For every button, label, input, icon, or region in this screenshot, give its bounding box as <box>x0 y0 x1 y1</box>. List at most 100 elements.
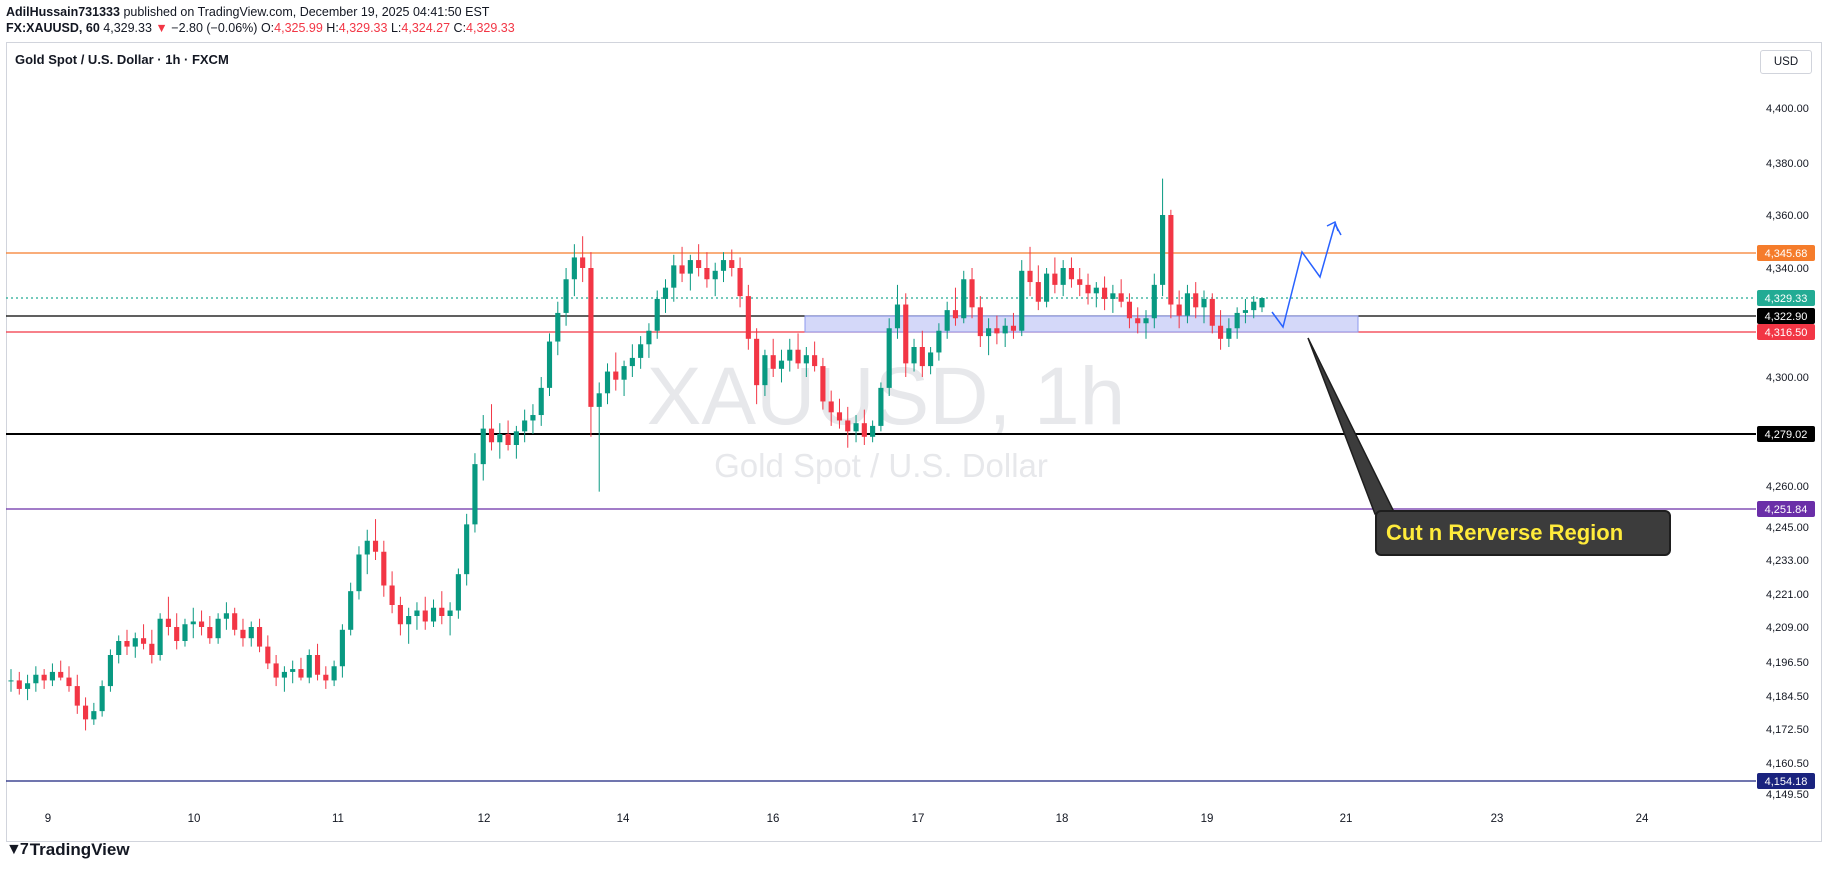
candle <box>207 616 213 644</box>
candles <box>8 178 1265 731</box>
price-tick-label: 4,196.50 <box>1766 657 1809 669</box>
candle <box>878 382 884 432</box>
callout-label[interactable]: Cut n Rerverse Region <box>1375 510 1671 556</box>
candle <box>1085 273 1091 305</box>
candle <box>422 596 428 630</box>
candle <box>58 660 64 681</box>
candle <box>546 333 553 397</box>
candle <box>455 568 461 619</box>
candle <box>1168 209 1174 319</box>
candle <box>704 252 710 288</box>
price-badge-label: 4,251.84 <box>1765 504 1808 516</box>
time-tick-label: 17 <box>912 813 925 825</box>
candle <box>696 244 702 277</box>
time-axis[interactable]: 9 10 11 12 14 16 17 18 19 21 23 24 <box>45 813 1649 825</box>
candle <box>1077 268 1083 297</box>
time-tick-label: 10 <box>188 813 201 825</box>
candle <box>314 643 321 681</box>
chart-title: Gold Spot / U.S. Dollar · 1h · FXCM <box>15 52 229 67</box>
price-axis[interactable]: 4,400.00 4,380.00 4,360.00 4,340.00 4,300.00… <box>1766 103 1809 801</box>
watermark: XAUUSD, 1h Gold Spot / U.S. Dollar <box>647 351 1126 484</box>
price-tick-label: 4,400.00 <box>1766 103 1809 115</box>
price-badge-label: 4,345.68 <box>1765 248 1808 260</box>
currency-button[interactable]: USD <box>1760 50 1812 74</box>
candle <box>232 607 238 636</box>
candle <box>1110 284 1116 313</box>
candle <box>182 618 188 647</box>
candle <box>828 390 834 426</box>
candle <box>861 409 867 445</box>
time-tick-label: 12 <box>478 813 491 825</box>
candle <box>1143 310 1149 339</box>
candle <box>157 613 163 661</box>
candle <box>1035 265 1041 311</box>
price-badge: 4,154.18 <box>1757 773 1815 789</box>
candle <box>505 420 511 451</box>
symbol-label[interactable]: FX:XAUUSD, 60 <box>6 21 100 35</box>
candle <box>530 404 536 435</box>
candle <box>480 415 486 481</box>
candle <box>911 338 917 372</box>
candle <box>803 347 809 377</box>
candle <box>778 349 785 383</box>
candle <box>621 360 627 397</box>
candle <box>8 669 14 692</box>
candle <box>25 674 31 701</box>
candle <box>331 660 337 687</box>
chart-frame[interactable] <box>6 42 1822 842</box>
candle <box>679 246 685 283</box>
candle <box>870 420 876 443</box>
candle <box>662 279 669 313</box>
candle <box>1226 318 1232 347</box>
candle <box>33 666 39 692</box>
candle <box>372 519 379 560</box>
candle <box>745 284 751 350</box>
candle <box>513 425 519 459</box>
candle <box>1010 312 1017 339</box>
candle <box>124 629 130 655</box>
candle <box>1209 293 1215 334</box>
tradingview-logo[interactable]: ▼7 TradingView <box>6 840 130 860</box>
candle <box>430 599 437 627</box>
candle <box>1259 298 1265 313</box>
candle <box>770 338 776 377</box>
candle <box>1027 246 1033 297</box>
price-tick-label: 4,221.00 <box>1766 589 1809 601</box>
candle <box>928 347 934 375</box>
last-price: 4,329.33 <box>103 21 152 35</box>
candle <box>522 409 528 443</box>
price-badge: 4,251.84 <box>1757 501 1815 517</box>
price-tick-label: 4,233.00 <box>1766 555 1809 567</box>
candle <box>91 702 97 725</box>
chart-header: AdilHussain731333 published on TradingVi… <box>6 4 515 36</box>
candle <box>952 287 959 326</box>
author-name[interactable]: AdilHussain731333 <box>6 5 120 19</box>
price-tick-label: 4,340.00 <box>1766 263 1809 275</box>
candle <box>381 540 387 597</box>
candle <box>364 529 370 575</box>
candle <box>397 596 403 636</box>
candle <box>49 663 55 687</box>
time-tick-label: 23 <box>1491 813 1504 825</box>
projection-arrow[interactable] <box>1271 222 1342 329</box>
candle <box>1234 307 1240 339</box>
price-tick-label: 4,209.00 <box>1766 622 1809 634</box>
price-badge: 4,345.68 <box>1757 245 1815 261</box>
time-tick-label: 9 <box>45 813 51 825</box>
candle <box>1151 273 1157 329</box>
price-badge-label: 4,154.18 <box>1765 776 1808 788</box>
projection-arrowhead <box>1326 220 1339 232</box>
candle <box>845 406 851 448</box>
candle <box>1019 260 1025 337</box>
candle <box>754 328 760 405</box>
candle <box>1242 298 1248 324</box>
candle <box>74 674 80 714</box>
candle <box>836 398 843 429</box>
candle <box>447 602 453 636</box>
candle <box>720 252 727 283</box>
price-tick-label: 4,184.50 <box>1766 691 1809 703</box>
published-text: published on TradingView.com, December 1… <box>123 5 490 19</box>
time-tick-label: 21 <box>1340 813 1353 825</box>
low-label: L: <box>390 21 402 35</box>
